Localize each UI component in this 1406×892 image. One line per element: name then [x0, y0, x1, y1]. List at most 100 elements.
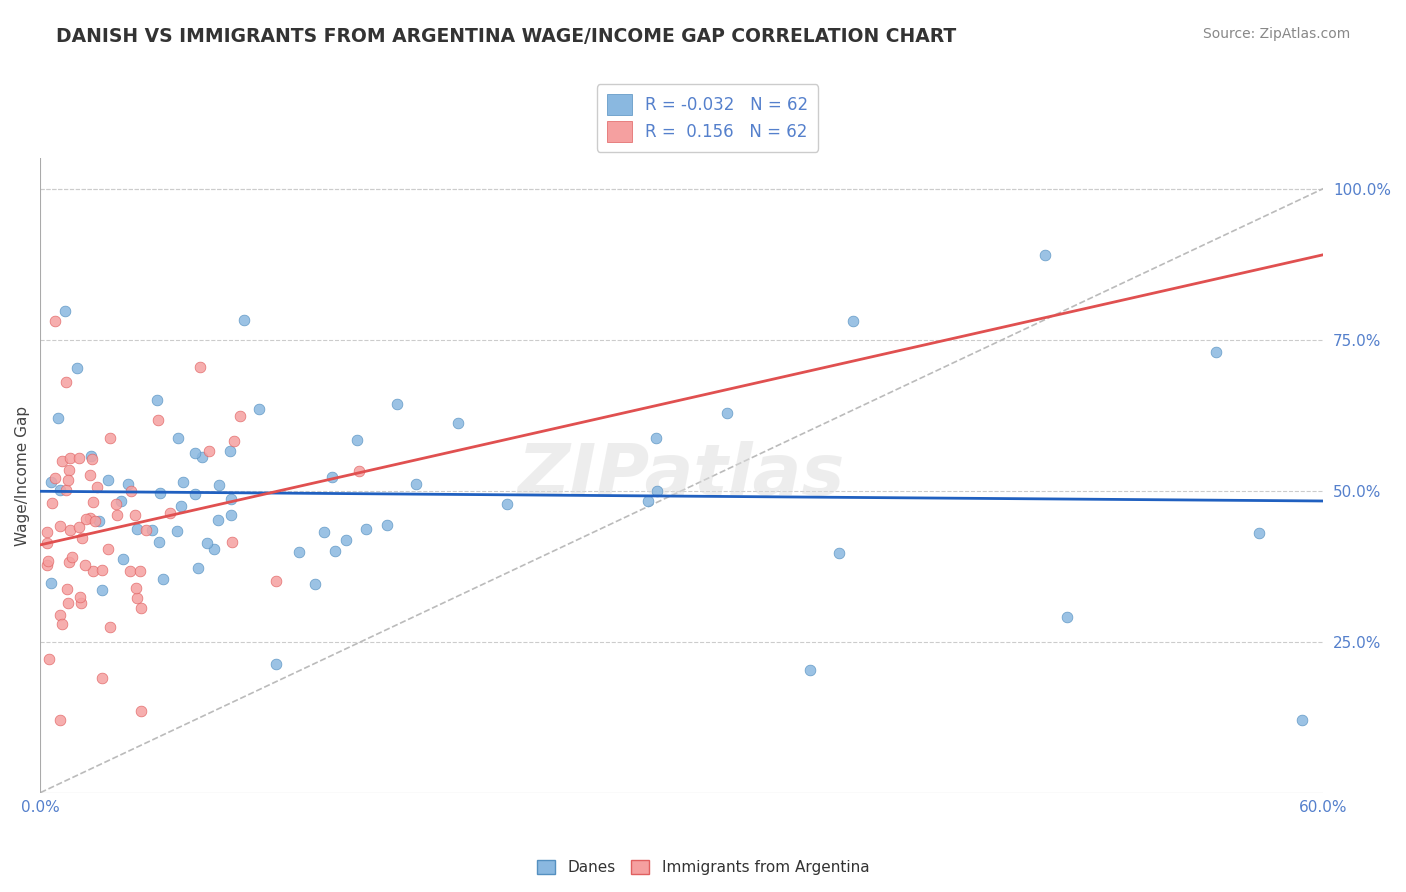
Danes	[716, 406, 738, 420]
Danes	[89, 514, 111, 528]
Immigrants from Argentina	[264, 574, 287, 588]
Immigrants from Argentina	[38, 652, 60, 666]
Immigrants from Argentina	[349, 464, 371, 478]
Danes	[1249, 525, 1271, 540]
Immigrants from Argentina	[48, 713, 70, 727]
Danes	[148, 534, 170, 549]
Immigrants from Argentina	[35, 524, 58, 539]
Immigrants from Argentina	[79, 510, 101, 524]
Immigrants from Argentina	[58, 596, 80, 610]
Immigrants from Argentina	[60, 550, 83, 565]
Danes	[828, 546, 851, 560]
Immigrants from Argentina	[198, 444, 221, 458]
Danes	[39, 575, 62, 590]
Danes	[375, 518, 398, 533]
Danes	[1291, 713, 1313, 727]
Danes	[219, 508, 242, 523]
Immigrants from Argentina	[82, 452, 104, 467]
Text: DANISH VS IMMIGRANTS FROM ARGENTINA WAGE/INCOME GAP CORRELATION CHART: DANISH VS IMMIGRANTS FROM ARGENTINA WAGE…	[56, 27, 956, 45]
Immigrants from Argentina	[67, 520, 90, 534]
Danes	[141, 524, 163, 538]
Danes	[1033, 248, 1056, 262]
Immigrants from Argentina	[55, 375, 77, 389]
Danes	[247, 402, 270, 417]
Danes	[184, 487, 207, 501]
Immigrants from Argentina	[67, 450, 90, 465]
Danes	[53, 303, 76, 318]
Danes	[645, 484, 668, 499]
Immigrants from Argentina	[51, 454, 73, 468]
Danes	[385, 397, 408, 411]
Immigrants from Argentina	[124, 508, 146, 522]
Immigrants from Argentina	[82, 495, 104, 509]
Immigrants from Argentina	[59, 451, 82, 466]
Danes	[637, 494, 659, 508]
Danes	[167, 431, 190, 445]
Danes	[110, 494, 132, 508]
Immigrants from Argentina	[69, 590, 91, 604]
Danes	[202, 541, 225, 556]
Danes	[496, 497, 519, 511]
Immigrants from Argentina	[91, 563, 114, 577]
Immigrants from Argentina	[83, 514, 105, 528]
Immigrants from Argentina	[44, 471, 66, 485]
Danes	[356, 523, 378, 537]
Danes	[97, 473, 120, 487]
Immigrants from Argentina	[51, 616, 73, 631]
Immigrants from Argentina	[224, 434, 246, 449]
Danes	[127, 522, 149, 536]
Danes	[195, 535, 218, 549]
Immigrants from Argentina	[73, 558, 96, 572]
Immigrants from Argentina	[35, 535, 58, 549]
Immigrants from Argentina	[135, 523, 157, 537]
Danes	[264, 657, 287, 671]
Danes	[48, 483, 70, 497]
Danes	[80, 449, 103, 463]
Danes	[447, 416, 470, 430]
Danes	[208, 478, 231, 492]
Danes	[207, 512, 229, 526]
Immigrants from Argentina	[159, 506, 181, 520]
Immigrants from Argentina	[75, 512, 97, 526]
Danes	[1056, 610, 1078, 624]
Immigrants from Argentina	[90, 672, 112, 686]
Immigrants from Argentina	[125, 591, 148, 605]
Danes	[323, 543, 346, 558]
Danes	[39, 475, 62, 489]
Immigrants from Argentina	[86, 480, 108, 494]
Danes	[191, 450, 214, 464]
Immigrants from Argentina	[58, 463, 80, 477]
Danes	[46, 410, 69, 425]
Danes	[146, 393, 169, 408]
Immigrants from Argentina	[37, 554, 59, 568]
Danes	[219, 443, 242, 458]
Danes	[304, 577, 326, 591]
Danes	[219, 491, 242, 506]
Danes	[170, 499, 193, 513]
Danes	[184, 446, 207, 460]
Danes	[799, 663, 821, 677]
Immigrants from Argentina	[98, 619, 121, 633]
Danes	[172, 475, 194, 489]
Immigrants from Argentina	[41, 496, 63, 510]
Immigrants from Argentina	[58, 473, 80, 487]
Text: ZIPatlas: ZIPatlas	[519, 441, 845, 510]
Danes	[233, 313, 256, 327]
Danes	[644, 431, 666, 445]
Immigrants from Argentina	[35, 558, 58, 572]
Immigrants from Argentina	[229, 409, 252, 424]
Danes	[335, 533, 357, 548]
Immigrants from Argentina	[221, 535, 243, 549]
Danes	[166, 524, 188, 538]
Immigrants from Argentina	[104, 497, 127, 511]
Immigrants from Argentina	[131, 704, 153, 718]
Danes	[314, 524, 336, 539]
Immigrants from Argentina	[58, 555, 80, 569]
Y-axis label: Wage/Income Gap: Wage/Income Gap	[15, 406, 30, 546]
Immigrants from Argentina	[97, 541, 120, 556]
Immigrants from Argentina	[125, 581, 148, 595]
Immigrants from Argentina	[100, 431, 122, 445]
Danes	[66, 360, 89, 375]
Danes	[112, 552, 135, 566]
Danes	[1205, 344, 1227, 359]
